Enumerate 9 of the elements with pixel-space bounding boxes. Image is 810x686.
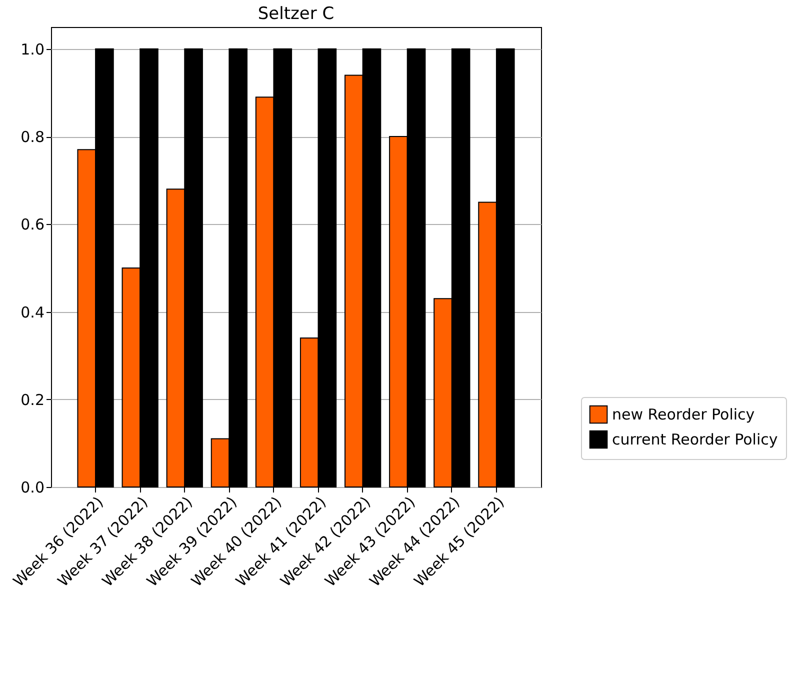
y-tick-label: 0.8 (20, 128, 44, 146)
legend-label: current Reorder Policy (612, 430, 778, 448)
y-tick-label: 0.0 (20, 478, 44, 496)
y-tick-label: 0.2 (20, 390, 44, 409)
legend-label: new Reorder Policy (612, 406, 755, 424)
y-tick-label: 1.0 (20, 40, 44, 58)
chart-title: Seltzer C (258, 4, 334, 24)
y-tick-label: 0.6 (20, 216, 44, 234)
y-tick-label: 0.4 (20, 303, 44, 322)
